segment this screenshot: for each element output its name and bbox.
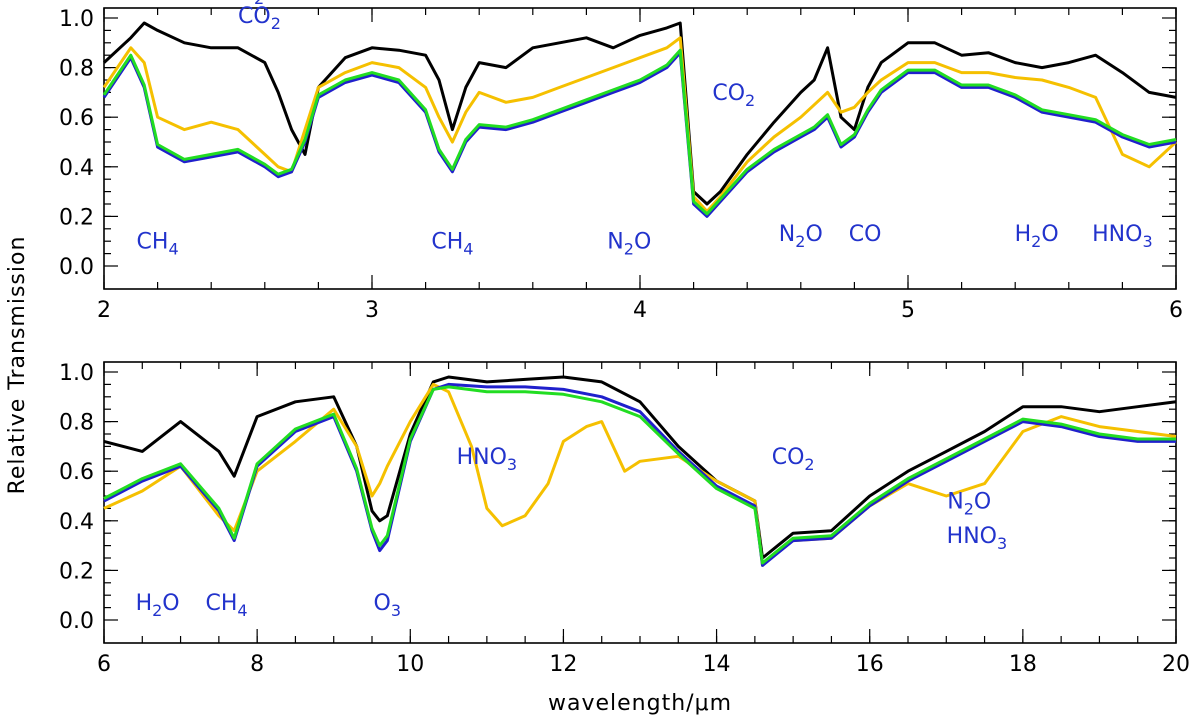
molecule-label: HNO3	[1092, 222, 1153, 251]
x-tick-label: 20	[1162, 652, 1190, 677]
series-line-black	[102, 21, 1177, 206]
series-line-blue	[102, 51, 1177, 218]
molecule-label: H2O	[237, 0, 281, 8]
x-tick-label: 10	[396, 652, 424, 677]
y-tick-label: 0.0	[59, 609, 94, 634]
molecule-label: CO	[849, 222, 882, 247]
series-line-black	[103, 375, 1177, 560]
molecule-label: CH4	[205, 591, 247, 620]
molecule-label: H2O	[136, 591, 180, 620]
x-tick-label: 4	[633, 298, 647, 323]
x-tick-label: 6	[97, 652, 111, 677]
y-tick-label: 0.6	[59, 460, 94, 485]
y-tick-label: 1.0	[59, 361, 94, 386]
series-line-yellow	[102, 36, 1178, 213]
x-tick-label: 18	[1009, 652, 1037, 677]
molecule-label: HNO3	[457, 445, 518, 474]
y-axis-label: Relative Transmission	[5, 236, 30, 495]
y-tick-label: 0.6	[59, 106, 94, 131]
y-tick-label: 0.0	[59, 255, 94, 280]
x-tick-label: 8	[250, 652, 264, 677]
bottom-panel: 6 8 10 12 14 16 18 20 0.0 0.2 0.4 0.6 0.8 1.0 HNO3 CO2 N…	[59, 361, 1190, 677]
x-tick-label: 2	[97, 298, 111, 323]
y-tick-label: 1.0	[59, 7, 94, 32]
molecule-label: CO2	[772, 445, 815, 474]
molecule-label: H2O	[1015, 222, 1059, 251]
x-tick-label: 5	[901, 298, 915, 323]
x-tick-label: 16	[856, 652, 884, 677]
molecule-label: HNO3	[947, 524, 1008, 553]
y-tick-label: 0.4	[59, 156, 94, 181]
x-tick-label: 12	[549, 652, 577, 677]
plot-frame	[103, 361, 1177, 644]
series-line-green	[102, 48, 1177, 216]
y-tick-label: 0.8	[59, 411, 94, 436]
molecule-label: N2O	[947, 489, 991, 518]
top-panel: 234560.00.20.40.60.81.0H2OCO2CO2CH4CH4N2…	[59, 0, 1183, 323]
molecule-label: CO2	[712, 81, 755, 110]
x-tick-label: 6	[1169, 298, 1183, 323]
molecule-label: CO2	[238, 4, 281, 33]
y-tick-label: 0.2	[59, 559, 94, 584]
x-tick-label: 14	[703, 652, 731, 677]
molecule-label: CH4	[431, 230, 473, 259]
y-tick-label: 0.2	[59, 205, 94, 230]
x-axis-label: wavelength/μm	[548, 691, 732, 716]
y-tick-label: 0.8	[59, 57, 94, 82]
molecule-label: N2O	[607, 230, 651, 259]
x-tick-label: 3	[365, 298, 379, 323]
molecule-label: N2O	[779, 222, 823, 251]
series-line-green	[103, 385, 1176, 565]
y-tick-label: 0.4	[59, 510, 94, 535]
molecule-label: O3	[374, 591, 402, 620]
series-line-blue	[103, 382, 1176, 567]
molecule-label: CH4	[137, 230, 179, 259]
